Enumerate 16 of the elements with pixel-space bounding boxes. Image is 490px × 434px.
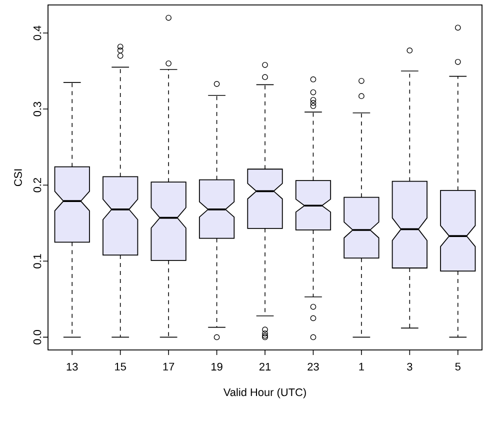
x-tick-label: 23 <box>308 362 319 371</box>
y-tick-label: 0.1 <box>33 254 42 268</box>
y-tick-label: 0.4 <box>33 26 42 40</box>
x-tick-label: 5 <box>455 362 460 370</box>
x-tick-label: 13 <box>66 362 78 371</box>
x-tick-label: 21 <box>259 362 271 370</box>
x-tick-label: 3 <box>407 362 412 371</box>
x-tick-label: 15 <box>115 362 126 370</box>
y-axis-title: CSI <box>14 169 22 186</box>
x-axis-title: Valid Hour (UTC) <box>223 388 306 398</box>
y-tick-label: 0.2 <box>33 178 42 192</box>
x-tick-label: 1 <box>359 362 364 370</box>
y-tick-label: 0.0 <box>33 330 42 344</box>
x-tick-label: 19 <box>212 362 222 371</box>
y-tick-label: 0.3 <box>33 102 42 116</box>
x-tick-label: 17 <box>163 362 174 370</box>
